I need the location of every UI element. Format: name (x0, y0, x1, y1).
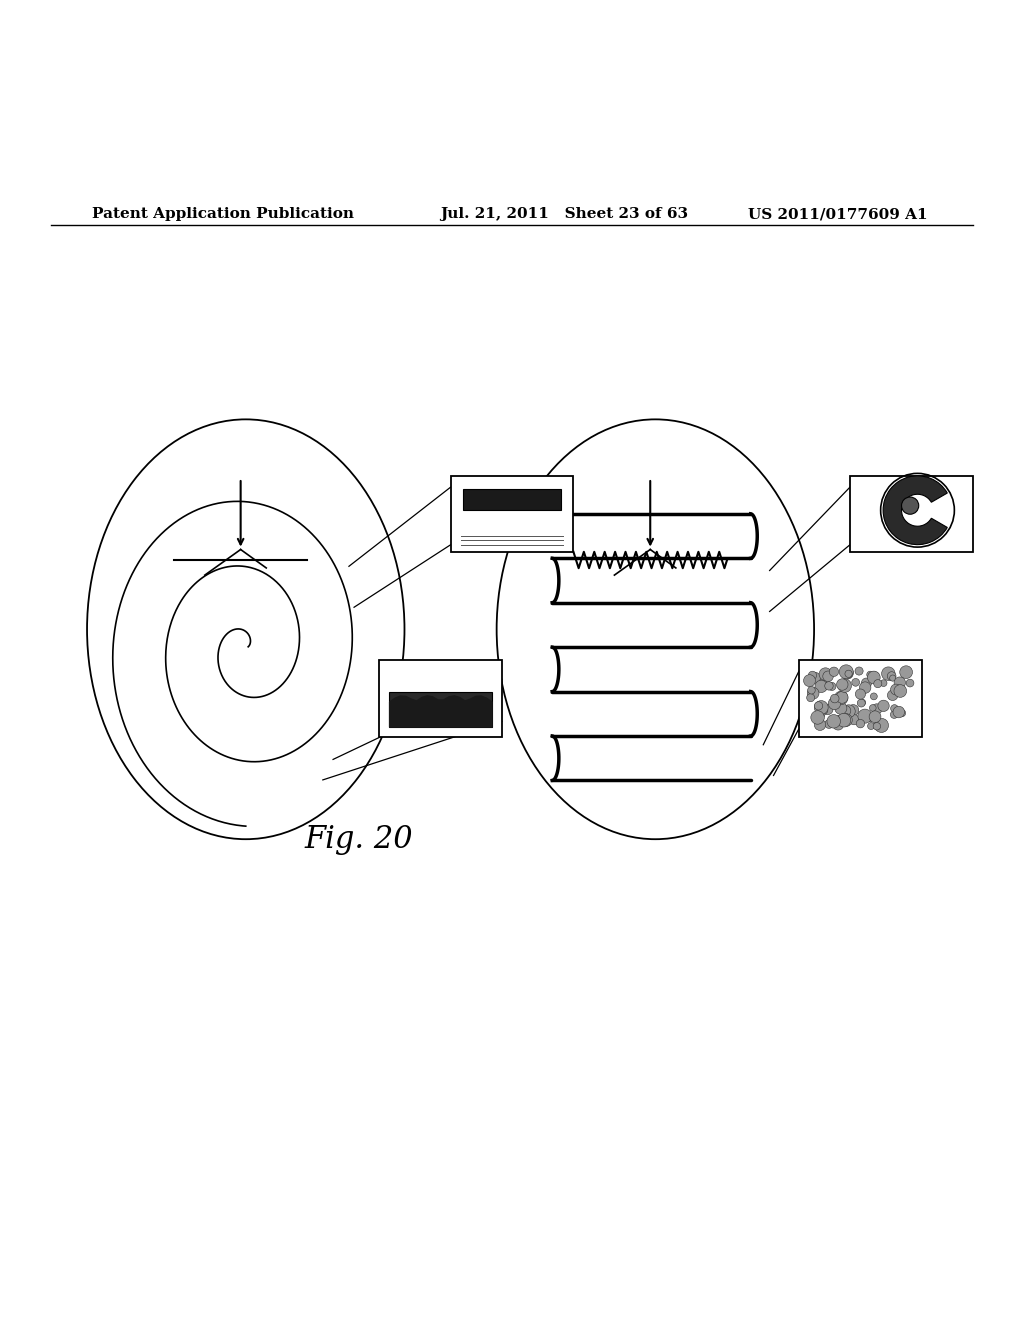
Circle shape (822, 704, 833, 714)
Circle shape (867, 671, 881, 684)
Circle shape (855, 689, 865, 700)
FancyBboxPatch shape (451, 475, 573, 553)
Circle shape (845, 671, 852, 677)
Circle shape (859, 682, 870, 693)
Circle shape (815, 680, 827, 693)
Circle shape (852, 678, 859, 686)
Circle shape (828, 718, 837, 726)
Circle shape (849, 714, 859, 725)
Circle shape (866, 671, 873, 678)
Circle shape (874, 718, 889, 733)
Circle shape (819, 668, 831, 681)
Circle shape (882, 667, 895, 680)
Circle shape (808, 686, 815, 694)
Text: Jul. 21, 2011   Sheet 23 of 63: Jul. 21, 2011 Sheet 23 of 63 (440, 207, 688, 222)
Circle shape (828, 697, 841, 710)
Circle shape (873, 680, 882, 688)
Circle shape (893, 706, 904, 718)
Wedge shape (883, 475, 947, 545)
Circle shape (809, 672, 820, 684)
Circle shape (829, 667, 839, 676)
Circle shape (835, 702, 847, 714)
Circle shape (818, 705, 827, 714)
FancyBboxPatch shape (463, 488, 561, 511)
Circle shape (830, 694, 839, 702)
Circle shape (869, 672, 880, 681)
Circle shape (897, 686, 905, 696)
Circle shape (891, 705, 898, 713)
Circle shape (848, 705, 859, 715)
FancyBboxPatch shape (799, 660, 922, 737)
Text: US 2011/0177609 A1: US 2011/0177609 A1 (748, 207, 927, 222)
Circle shape (859, 700, 865, 706)
Circle shape (824, 681, 834, 690)
Circle shape (840, 665, 853, 678)
Circle shape (867, 722, 874, 730)
Circle shape (870, 693, 878, 700)
FancyBboxPatch shape (379, 660, 502, 737)
Circle shape (807, 694, 815, 702)
FancyBboxPatch shape (389, 692, 492, 726)
Circle shape (837, 678, 848, 690)
FancyBboxPatch shape (850, 475, 973, 553)
Circle shape (814, 701, 828, 714)
Circle shape (891, 684, 901, 694)
Circle shape (808, 671, 816, 680)
Circle shape (820, 678, 826, 685)
Circle shape (867, 714, 874, 721)
Circle shape (861, 678, 871, 688)
Circle shape (835, 692, 848, 705)
Circle shape (858, 690, 865, 697)
Circle shape (866, 714, 873, 722)
Circle shape (827, 682, 836, 690)
Circle shape (869, 705, 877, 711)
Circle shape (824, 719, 834, 729)
Circle shape (822, 671, 834, 681)
Circle shape (894, 677, 905, 688)
Circle shape (814, 719, 825, 730)
Circle shape (842, 667, 853, 678)
Circle shape (835, 715, 846, 727)
Circle shape (890, 675, 896, 681)
Circle shape (900, 665, 912, 678)
Circle shape (843, 705, 855, 718)
Circle shape (837, 713, 851, 727)
Circle shape (881, 680, 887, 686)
Circle shape (858, 709, 872, 723)
Text: Patent Application Publication: Patent Application Publication (92, 207, 354, 222)
Circle shape (906, 680, 913, 686)
Circle shape (873, 722, 881, 730)
Circle shape (811, 710, 824, 725)
Circle shape (878, 700, 889, 711)
Circle shape (815, 709, 825, 718)
Circle shape (857, 700, 865, 708)
Circle shape (837, 692, 848, 704)
Circle shape (833, 719, 844, 730)
Circle shape (898, 709, 905, 717)
Circle shape (807, 688, 819, 700)
Circle shape (841, 705, 851, 715)
Circle shape (887, 672, 896, 681)
Circle shape (891, 710, 898, 718)
Circle shape (901, 498, 919, 515)
Circle shape (856, 719, 864, 727)
Circle shape (855, 667, 863, 675)
Circle shape (894, 685, 906, 697)
Circle shape (869, 711, 881, 722)
Circle shape (838, 678, 852, 693)
Circle shape (804, 675, 815, 686)
Circle shape (871, 704, 882, 714)
Text: Fig. 20: Fig. 20 (304, 824, 413, 855)
Circle shape (839, 713, 852, 726)
Circle shape (814, 702, 822, 710)
Circle shape (827, 714, 841, 729)
Circle shape (888, 690, 898, 701)
